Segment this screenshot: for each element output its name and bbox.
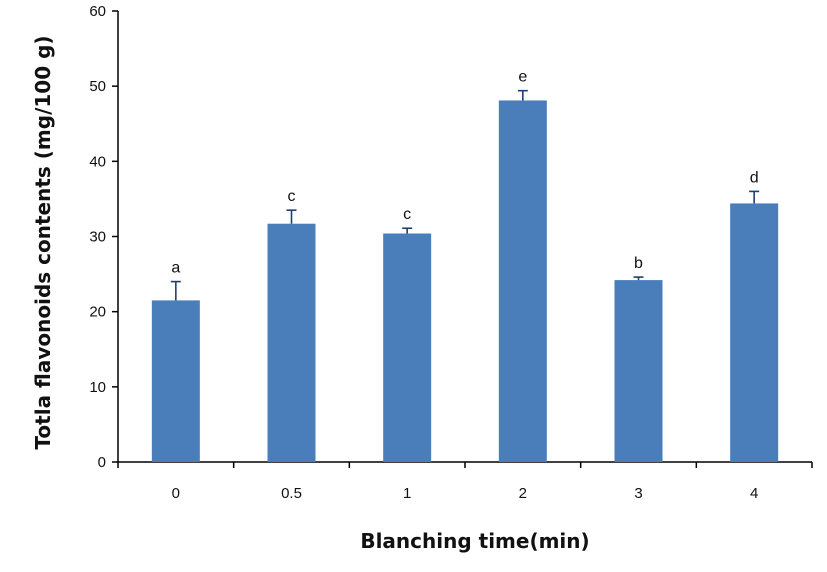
bar [151, 300, 200, 462]
axes [117, 11, 812, 463]
bar [267, 223, 316, 462]
y-tick-label: 30 [89, 229, 106, 246]
x-tick-label: 4 [750, 485, 758, 502]
x-axis-title: Blanching time(min) [360, 529, 589, 553]
y-tick-label: 20 [89, 304, 106, 321]
y-ticks: 0 10 20 30 40 50 60 [89, 3, 118, 471]
bar [730, 203, 779, 462]
significance-letter: a [171, 260, 180, 277]
significance-letter: d [750, 169, 759, 186]
y-tick-label: 40 [89, 153, 106, 170]
significance-letter: c [288, 188, 296, 205]
bar [614, 280, 663, 462]
y-axis-title: Totla flavonoids contents (mg/100 g) [31, 35, 55, 449]
significance-labels: a c c e b d [171, 69, 758, 277]
x-tick-label: 2 [519, 485, 527, 502]
error-bars [170, 89, 760, 301]
significance-letter: e [518, 69, 527, 86]
bars [151, 100, 779, 462]
x-tick-label: 0 [172, 485, 180, 502]
y-tick-label: 10 [89, 379, 106, 396]
y-tick-label: 60 [89, 3, 106, 20]
x-tick-label: 0.5 [281, 485, 302, 502]
bar [498, 100, 547, 462]
significance-letter: c [403, 206, 411, 223]
x-tick-label: 3 [634, 485, 642, 502]
y-tick-label: 0 [98, 454, 106, 471]
x-tick-label: 1 [403, 485, 411, 502]
x-ticks: 0 0.5 1 2 3 4 [117, 462, 813, 502]
significance-letter: b [634, 255, 643, 272]
bar [383, 233, 432, 462]
y-tick-label: 50 [89, 78, 106, 95]
